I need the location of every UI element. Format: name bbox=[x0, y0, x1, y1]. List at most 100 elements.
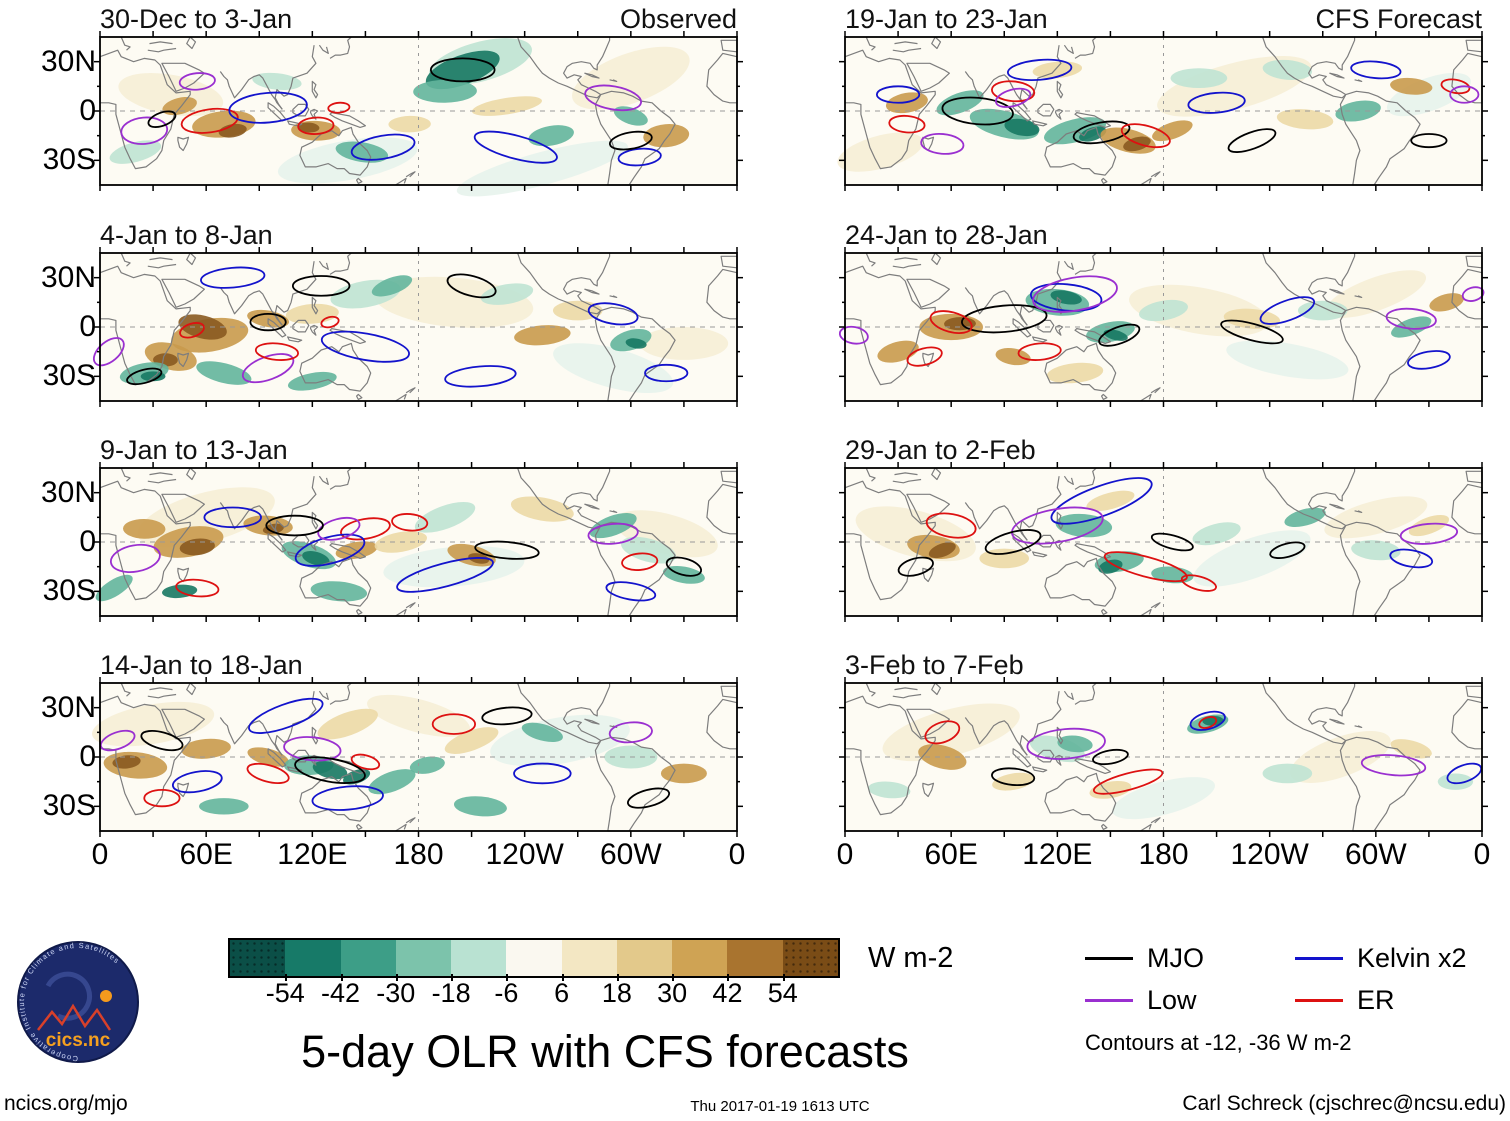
map-panel-5: 19-Jan to 23-Jan CFS Forecast bbox=[837, 4, 1488, 191]
coastline bbox=[1044, 557, 1117, 607]
olr-anomaly-blob bbox=[514, 325, 571, 346]
olr-anomaly-blob bbox=[95, 574, 133, 602]
map-panel-4: 14-Jan to 18-Jan bbox=[91, 650, 743, 837]
y-axis-label: 0 bbox=[79, 525, 96, 558]
coastline bbox=[1140, 823, 1152, 832]
coastline bbox=[1101, 177, 1108, 184]
wave-contour-cR bbox=[929, 310, 973, 334]
coastline bbox=[1150, 602, 1161, 609]
olr-anomaly-blob bbox=[140, 371, 166, 382]
wave-contour-cB bbox=[147, 110, 177, 128]
wave-contour-cR bbox=[906, 346, 943, 367]
map-svg bbox=[838, 247, 1488, 407]
olr-anomaly-blob bbox=[1262, 59, 1313, 80]
coastline bbox=[1074, 36, 1097, 59]
coastline bbox=[931, 682, 942, 696]
footer-timestamp: Thu 2017-01-19 1613 UTC bbox=[690, 1098, 870, 1115]
coastline bbox=[931, 36, 942, 50]
map-svg bbox=[94, 462, 743, 622]
wave-contour-cL bbox=[317, 516, 361, 541]
coastline bbox=[1354, 295, 1363, 298]
wave-contour-cK bbox=[1350, 60, 1402, 80]
olr-anomaly-blob bbox=[247, 747, 289, 767]
coastline bbox=[311, 511, 319, 530]
wave-contour-cR bbox=[621, 552, 659, 571]
olr-anomaly-blob bbox=[218, 123, 247, 138]
coastline bbox=[149, 687, 173, 691]
wave-contour-cK bbox=[513, 762, 572, 785]
coastline bbox=[964, 717, 1028, 756]
wave-contour-cB bbox=[941, 96, 1014, 126]
wave-contour-cK bbox=[1030, 283, 1103, 312]
map-border bbox=[99, 682, 738, 832]
coastline bbox=[1329, 72, 1345, 79]
map-panel-2: 4-Jan to 8-Jan bbox=[92, 220, 743, 407]
coastline bbox=[329, 682, 352, 705]
colorbar-tick bbox=[561, 974, 564, 981]
coastline bbox=[1329, 503, 1345, 510]
wave-contour-cK bbox=[248, 697, 324, 734]
y-axis-label: 30N bbox=[40, 44, 96, 78]
olr-anomaly-blob bbox=[1079, 126, 1107, 142]
olr-anomaly-blob bbox=[992, 772, 1035, 791]
map-border bbox=[99, 467, 738, 617]
coastline bbox=[177, 136, 190, 152]
colorbar-value: 42 bbox=[712, 978, 743, 1008]
olr-anomaly-blob bbox=[1050, 290, 1082, 305]
olr-anomaly-blob bbox=[444, 727, 499, 754]
coastline bbox=[1063, 690, 1074, 700]
olr-anomaly-blob bbox=[287, 371, 337, 391]
coastline bbox=[1032, 766, 1048, 773]
olr-anomaly-blob bbox=[302, 551, 330, 566]
coastline bbox=[405, 817, 416, 824]
wave-contour-cK bbox=[875, 85, 921, 104]
coastline bbox=[356, 393, 363, 400]
coastline bbox=[1329, 718, 1345, 725]
coastline bbox=[356, 177, 363, 184]
coastline bbox=[177, 567, 190, 583]
coastline bbox=[1140, 393, 1152, 402]
wave-contour-cR bbox=[431, 713, 477, 735]
coastline bbox=[594, 736, 676, 832]
coastline bbox=[329, 112, 366, 128]
wave-contour-cB bbox=[627, 787, 671, 809]
y-axis-label: 0 bbox=[79, 310, 96, 343]
x-axis-label: 0 bbox=[836, 838, 854, 871]
olr-anomaly-blob bbox=[868, 781, 911, 799]
wave-contour-cB bbox=[291, 275, 351, 297]
coastline bbox=[1019, 691, 1062, 756]
map-border bbox=[844, 36, 1483, 186]
coastline bbox=[99, 695, 191, 816]
coastline bbox=[161, 708, 205, 738]
wave-contour-cL bbox=[1399, 522, 1459, 545]
olr-anomaly-blob bbox=[1391, 316, 1432, 338]
coastline bbox=[844, 265, 936, 386]
coastline bbox=[1074, 467, 1097, 490]
wave-contour-cR bbox=[924, 720, 961, 745]
olr-anomaly-blob bbox=[1386, 72, 1471, 117]
x-axis-label: 0 bbox=[728, 838, 746, 871]
coastline bbox=[594, 90, 676, 186]
wave-contour-cK bbox=[605, 581, 657, 602]
coastline bbox=[1044, 126, 1117, 176]
coastline bbox=[318, 475, 329, 485]
olr-anomaly-blob bbox=[589, 512, 637, 539]
panel-title: 14-Jan to 18-Jan bbox=[100, 650, 303, 680]
coastline bbox=[274, 476, 317, 541]
y-axis-label: 0 bbox=[79, 94, 96, 127]
coastline bbox=[186, 682, 197, 696]
colorbar-value: -6 bbox=[494, 978, 519, 1008]
coastline bbox=[287, 551, 303, 558]
coastline bbox=[287, 336, 303, 343]
map-panel-8: 3-Feb to 7-Feb bbox=[839, 650, 1488, 837]
coastline bbox=[267, 533, 287, 553]
wave-contour-cR bbox=[175, 578, 220, 598]
coastline bbox=[1056, 726, 1064, 745]
olr-anomaly-blob bbox=[552, 300, 603, 321]
wave-contour-cR bbox=[254, 342, 300, 361]
coastline bbox=[395, 393, 407, 402]
coastline bbox=[1074, 252, 1097, 275]
olr-anomaly-blob bbox=[118, 73, 224, 117]
coastline bbox=[906, 278, 950, 308]
